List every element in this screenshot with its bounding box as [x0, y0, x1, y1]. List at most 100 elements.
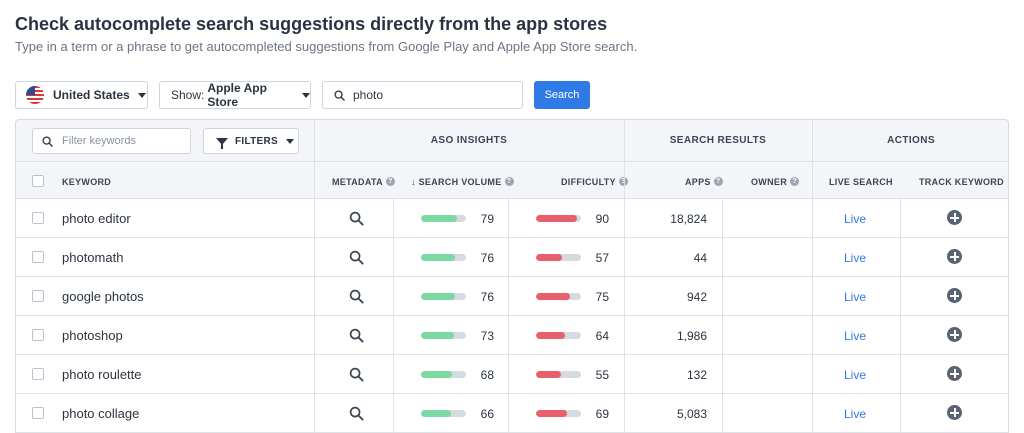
search-icon: [42, 135, 53, 147]
difficulty-bar: [536, 254, 581, 261]
search-volume-value: 66: [480, 407, 494, 421]
column-divider: [900, 199, 901, 433]
live-search-link[interactable]: Live: [844, 251, 867, 265]
help-icon[interactable]: ?: [713, 177, 723, 186]
search-volume-value: 76: [480, 251, 494, 265]
apps-count: 942: [686, 290, 707, 304]
search-volume-bar: [421, 332, 466, 339]
help-icon[interactable]: ?: [790, 177, 799, 186]
add-circle-icon[interactable]: [947, 327, 962, 342]
col-owner: OWNER?: [751, 177, 799, 187]
col-live-search: LIVE SEARCH: [829, 177, 893, 187]
row-checkbox[interactable]: [32, 368, 44, 380]
page-subtitle: Type in a term or a phrase to get autoco…: [15, 39, 638, 54]
search-volume-bar: [421, 371, 466, 378]
group-aso-insights: ASO INSIGHTS: [430, 135, 508, 146]
keyword-cell: photo collage: [62, 406, 140, 421]
col-difficulty[interactable]: DIFFICULTY?: [561, 177, 628, 187]
row-checkbox[interactable]: [32, 251, 44, 263]
keyword-cell: google photos: [62, 289, 144, 304]
live-search-link[interactable]: Live: [844, 407, 867, 421]
select-all-checkbox[interactable]: [32, 175, 44, 187]
store-value: Apple App Store: [207, 81, 267, 109]
difficulty-value: 55: [595, 368, 609, 382]
add-circle-icon[interactable]: [947, 366, 962, 381]
filter-icon: [216, 137, 228, 149]
store-prefix: Show:: [171, 88, 205, 102]
keyword-cell: photo editor: [62, 211, 131, 226]
filters-button[interactable]: FILTERS: [203, 128, 299, 154]
col-apps-label: APPS: [685, 177, 711, 187]
difficulty-bar: [536, 293, 581, 300]
row-checkbox[interactable]: [32, 290, 44, 302]
search-button[interactable]: Search: [534, 81, 590, 109]
live-search-link[interactable]: Live: [844, 212, 867, 226]
chevron-down-icon: [286, 138, 295, 144]
apps-count: 44: [693, 251, 707, 265]
add-circle-icon[interactable]: [947, 288, 962, 303]
keyword-cell: photoshop: [62, 328, 123, 343]
table-row: photo editor 79 90 18,824 Live: [16, 199, 1008, 238]
table-row: photoshop 73 64 1,986 Live: [16, 316, 1008, 355]
metadata-search-icon[interactable]: [349, 211, 364, 226]
search-volume-bar: [421, 410, 466, 417]
table-group-header: FILTERS ASO INSIGHTS SEARCH RESULTS ACTI…: [16, 120, 1008, 162]
search-volume-value: 76: [480, 290, 494, 304]
column-divider: [393, 199, 394, 433]
metadata-search-icon[interactable]: [349, 367, 364, 382]
table-row: photo collage 66 69 5,083 Live: [16, 394, 1008, 433]
apps-count: 132: [686, 368, 707, 382]
keyword-table: FILTERS ASO INSIGHTS SEARCH RESULTS ACTI…: [15, 119, 1009, 433]
chevron-down-icon: [302, 92, 310, 98]
metadata-search-icon[interactable]: [349, 289, 364, 304]
keyword-cell: photomath: [62, 250, 124, 265]
column-divider: [812, 120, 813, 433]
metadata-search-icon[interactable]: [349, 328, 364, 343]
group-search-results: SEARCH RESULTS: [669, 135, 767, 146]
metadata-search-icon[interactable]: [349, 250, 364, 265]
help-icon[interactable]: ?: [618, 177, 628, 186]
search-input[interactable]: [353, 88, 503, 102]
store-select[interactable]: Show: Apple App Store: [159, 81, 311, 109]
live-search-link[interactable]: Live: [844, 368, 867, 382]
search-icon: [334, 89, 345, 101]
column-divider: [624, 120, 625, 433]
search-volume-bar: [421, 293, 466, 300]
row-checkbox[interactable]: [32, 212, 44, 224]
country-select[interactable]: United States: [15, 81, 148, 109]
search-volume-value: 68: [480, 368, 494, 382]
filters-label: FILTERS: [235, 135, 279, 147]
difficulty-value: 69: [595, 407, 609, 421]
col-search-volume[interactable]: ↓ SEARCH VOLUME?: [411, 177, 514, 187]
filter-keywords-field[interactable]: [32, 128, 191, 154]
live-search-link[interactable]: Live: [844, 329, 867, 343]
help-icon[interactable]: ?: [504, 177, 514, 186]
col-difficulty-label: DIFFICULTY: [561, 177, 616, 187]
search-volume-value: 73: [480, 329, 494, 343]
help-icon[interactable]: ?: [385, 177, 395, 186]
col-apps[interactable]: APPS?: [685, 177, 723, 187]
page-title: Check autocomplete search suggestions di…: [15, 14, 608, 34]
search-volume-bar: [421, 254, 466, 261]
add-circle-icon[interactable]: [947, 249, 962, 264]
metadata-search-icon[interactable]: [349, 406, 364, 421]
apps-count: 5,083: [676, 407, 707, 421]
keyword-cell: photo roulette: [62, 367, 142, 382]
add-circle-icon[interactable]: [947, 405, 962, 420]
column-divider: [508, 199, 509, 433]
add-circle-icon[interactable]: [947, 210, 962, 225]
difficulty-value: 75: [595, 290, 609, 304]
difficulty-bar: [536, 410, 581, 417]
table-row: photo roulette 68 55 132 Live: [16, 355, 1008, 394]
search-volume-value: 79: [480, 212, 494, 226]
apps-count: 18,824: [670, 212, 707, 226]
filter-keywords-input[interactable]: [62, 135, 182, 147]
search-field[interactable]: [322, 81, 523, 109]
row-checkbox[interactable]: [32, 329, 44, 341]
column-divider: [314, 120, 315, 433]
row-checkbox[interactable]: [32, 407, 44, 419]
live-search-link[interactable]: Live: [844, 290, 867, 304]
search-volume-bar: [421, 215, 466, 222]
difficulty-bar: [536, 371, 581, 378]
col-track-keyword: TRACK KEYWORD: [919, 177, 1004, 187]
